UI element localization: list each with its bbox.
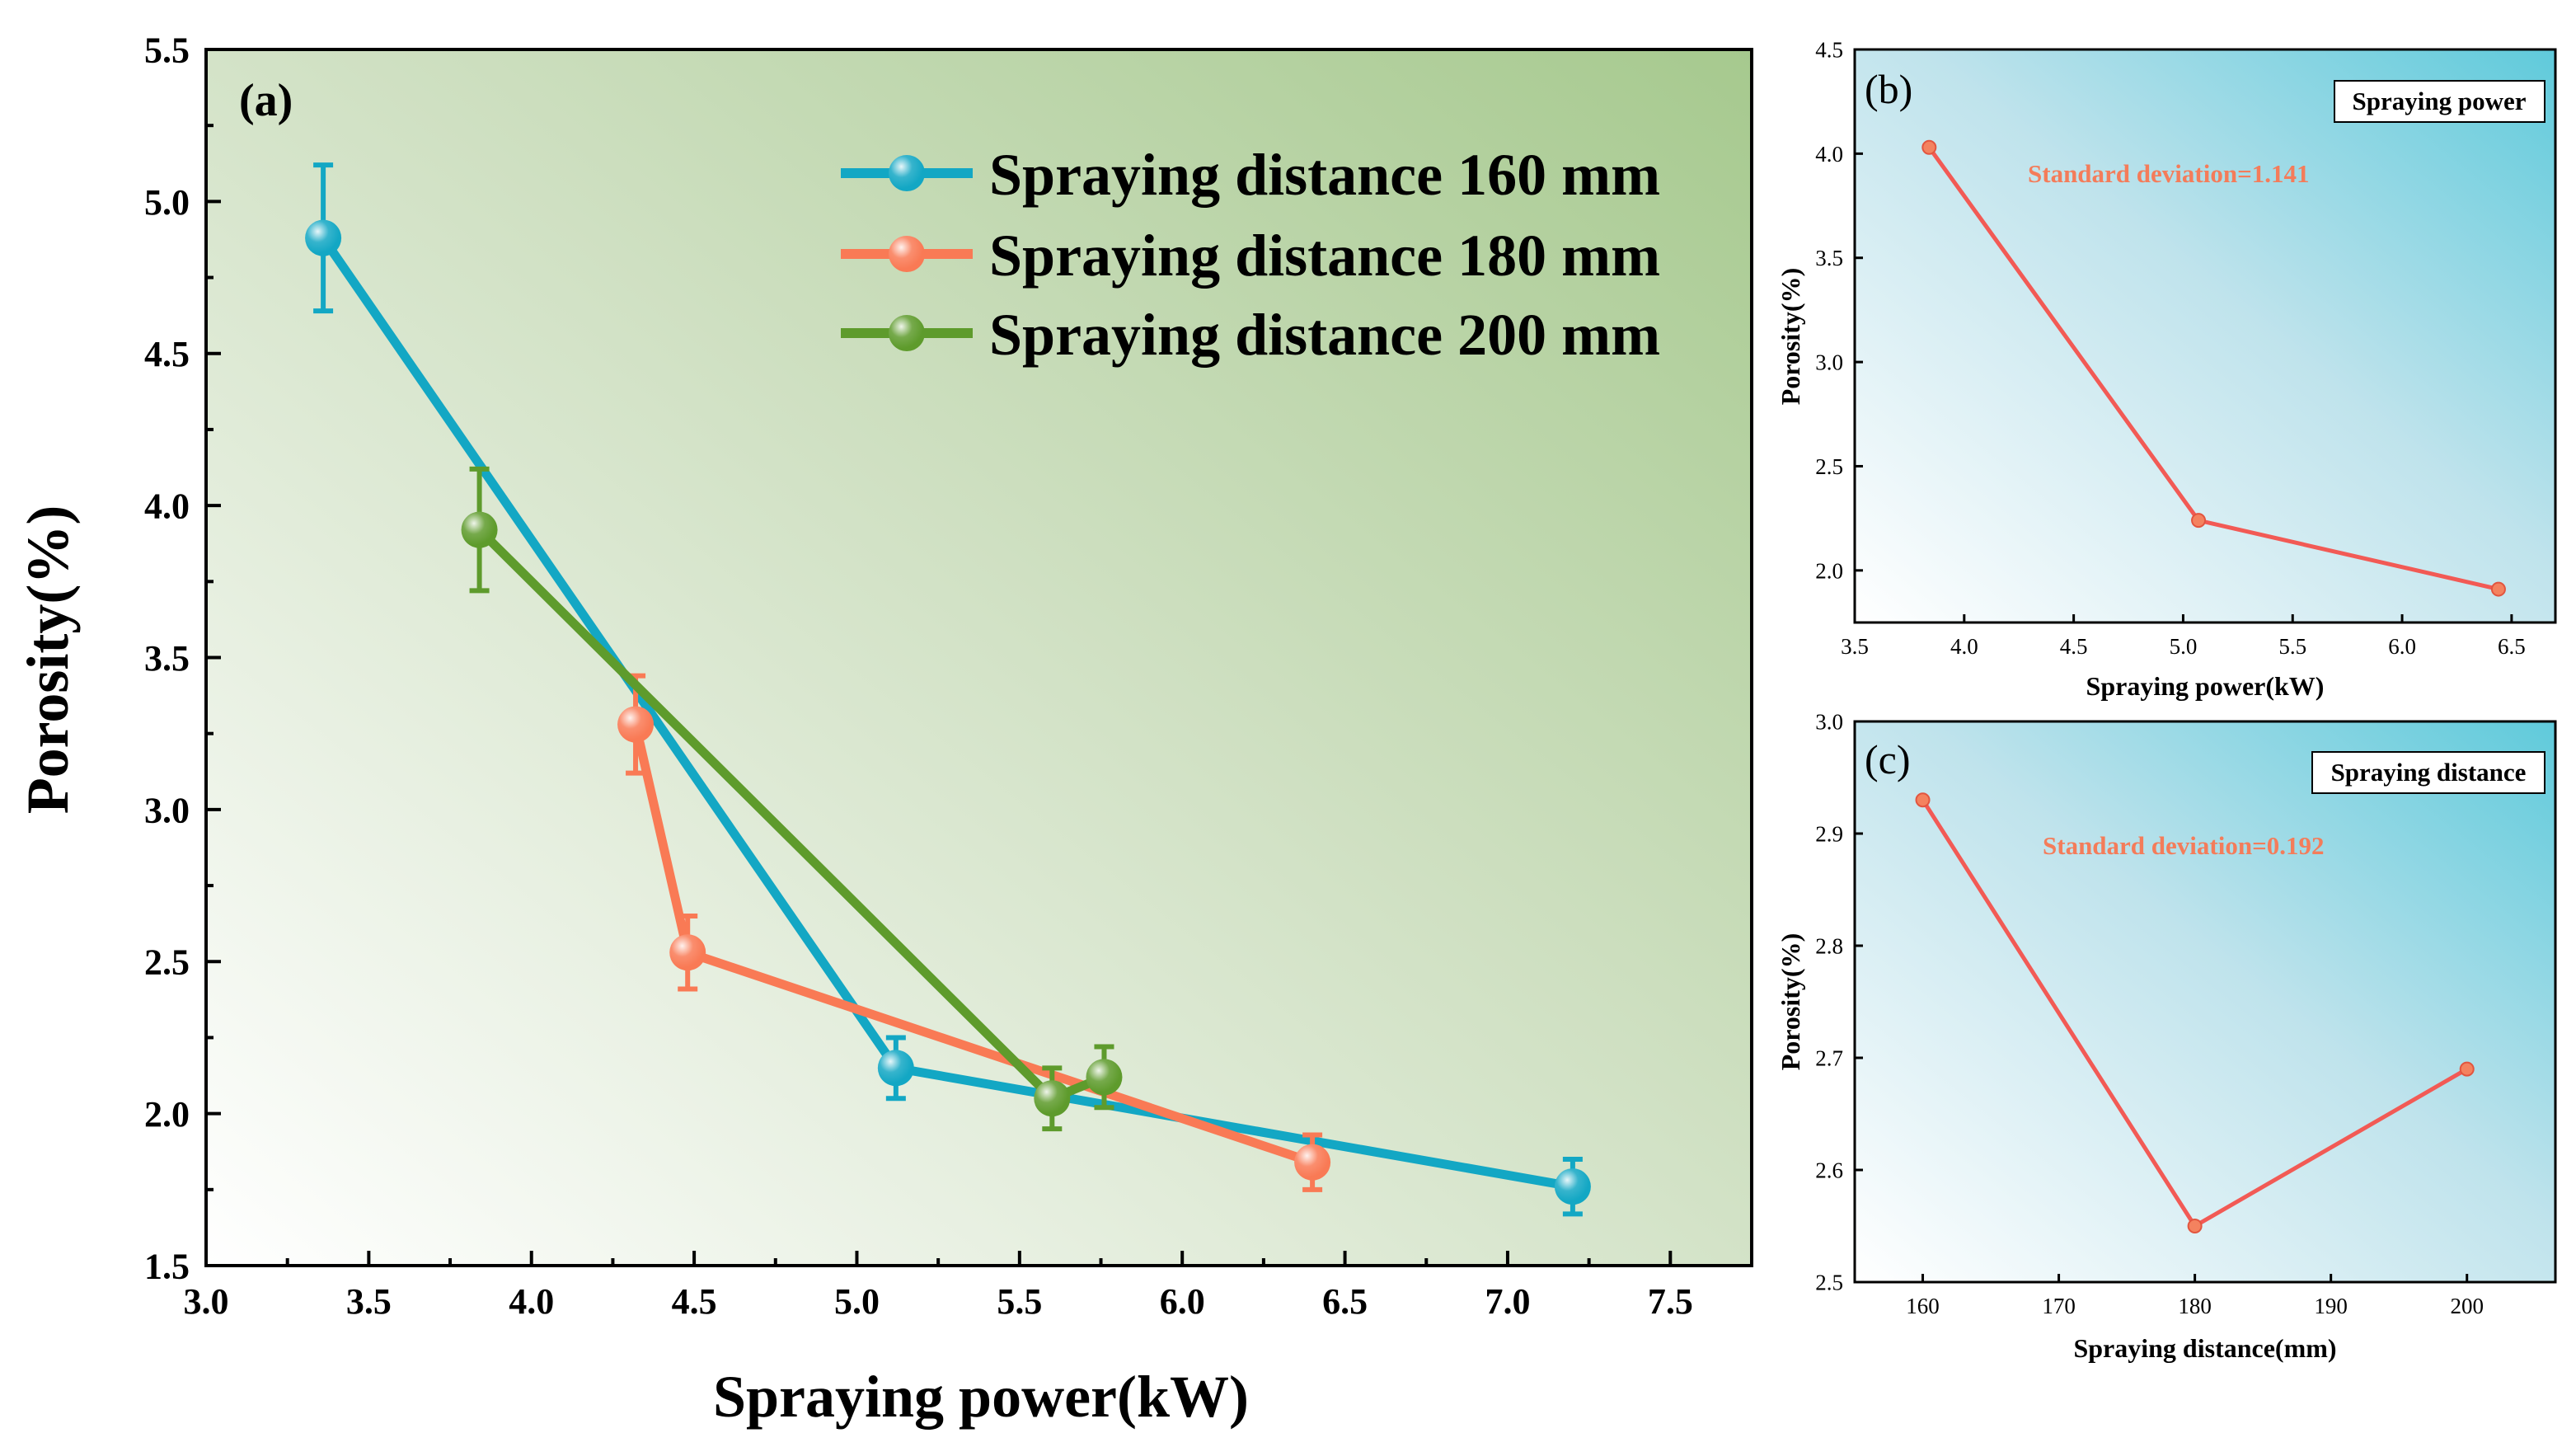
x-tick-label-a: 3.0	[184, 1281, 229, 1322]
panel-label-a: (a)	[239, 75, 293, 126]
plot-frame-c	[1853, 720, 2557, 1284]
x-tick-label-a: 3.5	[346, 1281, 392, 1322]
box-title-c: Spraying distance	[2331, 758, 2527, 787]
axes-a: 3.0 3.5 4.0 4.5 5.0 5.5 6.0 6.5 7.0 7.5 1.5 2.0 2.5 3…	[144, 30, 1693, 1322]
data-point-sheen-200mm	[1034, 1080, 1071, 1117]
annotation-b: Standard deviation=1.141	[2028, 159, 2310, 188]
x-tick-label-a: 7.0	[1485, 1281, 1530, 1322]
data-point-sheen-180mm	[617, 706, 655, 743]
data-point-c	[2459, 1061, 2475, 1077]
plot-area-b	[1855, 49, 2555, 622]
plot-area-c	[1855, 721, 2555, 1282]
y-tick-label-b: 2.0	[1815, 558, 1843, 583]
legend-label-160mm: Spraying distance 160 mm	[989, 142, 1660, 208]
data-point-sheen-180mm	[1294, 1144, 1331, 1181]
y-tick-label-c: 2.9	[1815, 821, 1843, 846]
x-tick-label-a: 5.5	[997, 1281, 1042, 1322]
x-tick-label-a: 5.0	[834, 1281, 880, 1322]
data-point-c	[1915, 792, 1931, 808]
data-point-sheen-160mm	[1554, 1168, 1591, 1205]
legend-item-200mm: Spraying distance 200 mm	[841, 302, 1660, 368]
y-tick-label-a: 4.5	[144, 334, 190, 374]
x-tick-label-c: 180	[2178, 1294, 2212, 1318]
axes-b: 3.5 4.0 4.5 5.0 5.5 6.0 6.5 2.0 2.5 3.0 3.5 4.0 4.5	[1815, 37, 2526, 659]
legend-marker-sheen-180mm	[889, 236, 925, 272]
y-tick-label-c: 3.0	[1815, 709, 1843, 734]
legend-marker-sheen-160mm	[889, 155, 925, 191]
y-axis-label-c: Porosity(%)	[1776, 933, 1805, 1070]
y-tick-label-b: 2.5	[1815, 454, 1843, 479]
x-tick-label-b: 4.5	[2060, 634, 2088, 659]
panel-c: 160 170 180 190 200 2.5 2.6 2.7 2.8 2.9 3.0 (c) Sp…	[1776, 709, 2557, 1363]
legend-label-180mm: Spraying distance 180 mm	[989, 223, 1660, 289]
data-point-sheen-180mm	[669, 934, 706, 971]
y-tick-label-b: 4.0	[1815, 142, 1843, 167]
y-tick-label-a: 2.5	[144, 942, 190, 983]
data-point-sheen-200mm	[1086, 1059, 1123, 1096]
series-group-a	[305, 162, 1591, 1217]
x-tick-label-a: 4.0	[509, 1281, 554, 1322]
box-title-frame-b	[2334, 80, 2546, 123]
y-tick-label-b: 3.5	[1815, 246, 1843, 270]
x-tick-label-c: 190	[2314, 1294, 2348, 1318]
x-tick-label-b: 5.5	[2278, 634, 2306, 659]
x-axis-label-b: Spraying power(kW)	[2086, 671, 2325, 701]
data-point-sheen-200mm	[461, 511, 498, 548]
y-tick-label-a: 2.0	[144, 1094, 190, 1135]
legend-label-200mm: Spraying distance 200 mm	[989, 302, 1660, 368]
y-tick-label-c: 2.6	[1815, 1158, 1843, 1182]
y-tick-label-b: 4.5	[1815, 37, 1843, 62]
data-point-sheen-160mm	[305, 219, 342, 256]
y-tick-label-a: 5.5	[144, 30, 190, 70]
panel-b: 3.5 4.0 4.5 5.0 5.5 6.0 6.52.02.53.03.54.04.5 …	[1776, 37, 2557, 701]
x-tick-label-b: 5.0	[2170, 634, 2198, 659]
data-point-b	[2490, 581, 2506, 597]
panel-a: 3.0 3.5 4.0 4.5 5.0 5.5 6.0 6.5 7.0 7.5 1.5 2.0 2.5 3…	[15, 30, 1753, 1430]
plot-area-a	[206, 49, 1752, 1266]
x-tick-label-b: 6.5	[2498, 634, 2526, 659]
axes-c: 160 170 180 190 200 2.5 2.6 2.7 2.8 2.9 3.0	[1815, 709, 2484, 1318]
legend-a: Spraying distance 160 mm Spraying distan…	[841, 142, 1660, 368]
y-tick-label-c: 2.5	[1815, 1270, 1843, 1294]
x-axis-label-a: Spraying power(kW)	[713, 1364, 1249, 1430]
y-tick-label-a: 4.0	[144, 486, 190, 527]
x-tick-label-b: 3.5	[1841, 634, 1869, 659]
y-tick-label-a: 5.0	[144, 182, 190, 223]
data-point-c	[2187, 1219, 2203, 1233]
x-tick-label-a: 7.5	[1648, 1281, 1693, 1322]
box-title-frame-c	[2311, 751, 2546, 794]
y-tick-label-a: 3.0	[144, 790, 190, 830]
x-tick-label-a: 6.0	[1160, 1281, 1205, 1322]
annotation-c: Standard deviation=0.192	[2043, 831, 2325, 860]
x-tick-label-b: 4.0	[1950, 634, 1978, 659]
y-tick-label-a: 3.5	[144, 638, 190, 679]
box-title-b: Spraying power	[2353, 87, 2527, 115]
x-axis-label-c: Spraying distance(mm)	[2073, 1333, 2336, 1363]
series-group-c	[1915, 792, 2475, 1233]
y-tick-label-a: 1.5	[144, 1246, 190, 1286]
x-tick-label-a: 6.5	[1322, 1281, 1368, 1322]
series-group-b	[1921, 139, 2506, 597]
panel-label-c: (c)	[1865, 736, 1911, 782]
legend-marker-sheen-200mm	[889, 315, 925, 351]
y-axis-label-b: Porosity(%)	[1776, 268, 1805, 405]
y-tick-label-c: 2.8	[1815, 933, 1843, 958]
y-tick-label-b: 3.0	[1815, 350, 1843, 375]
data-point-b	[1921, 139, 1937, 155]
x-tick-label-c: 200	[2450, 1294, 2484, 1318]
panel-label-b: (b)	[1865, 66, 1912, 112]
data-point-b	[2191, 513, 2207, 529]
data-point-sheen-160mm	[877, 1050, 914, 1087]
x-tick-label-a: 4.5	[672, 1281, 717, 1322]
legend-item-160mm: Spraying distance 160 mm	[841, 142, 1660, 208]
x-tick-label-c: 160	[1906, 1294, 1940, 1318]
y-axis-label-a: Porosity(%)	[15, 505, 81, 815]
legend-item-180mm: Spraying distance 180 mm	[841, 223, 1660, 289]
plot-frame-b	[1853, 48, 2557, 624]
y-tick-label-c: 2.7	[1815, 1045, 1843, 1070]
x-tick-label-c: 170	[2042, 1294, 2076, 1318]
x-tick-label-b: 6.0	[2388, 634, 2416, 659]
